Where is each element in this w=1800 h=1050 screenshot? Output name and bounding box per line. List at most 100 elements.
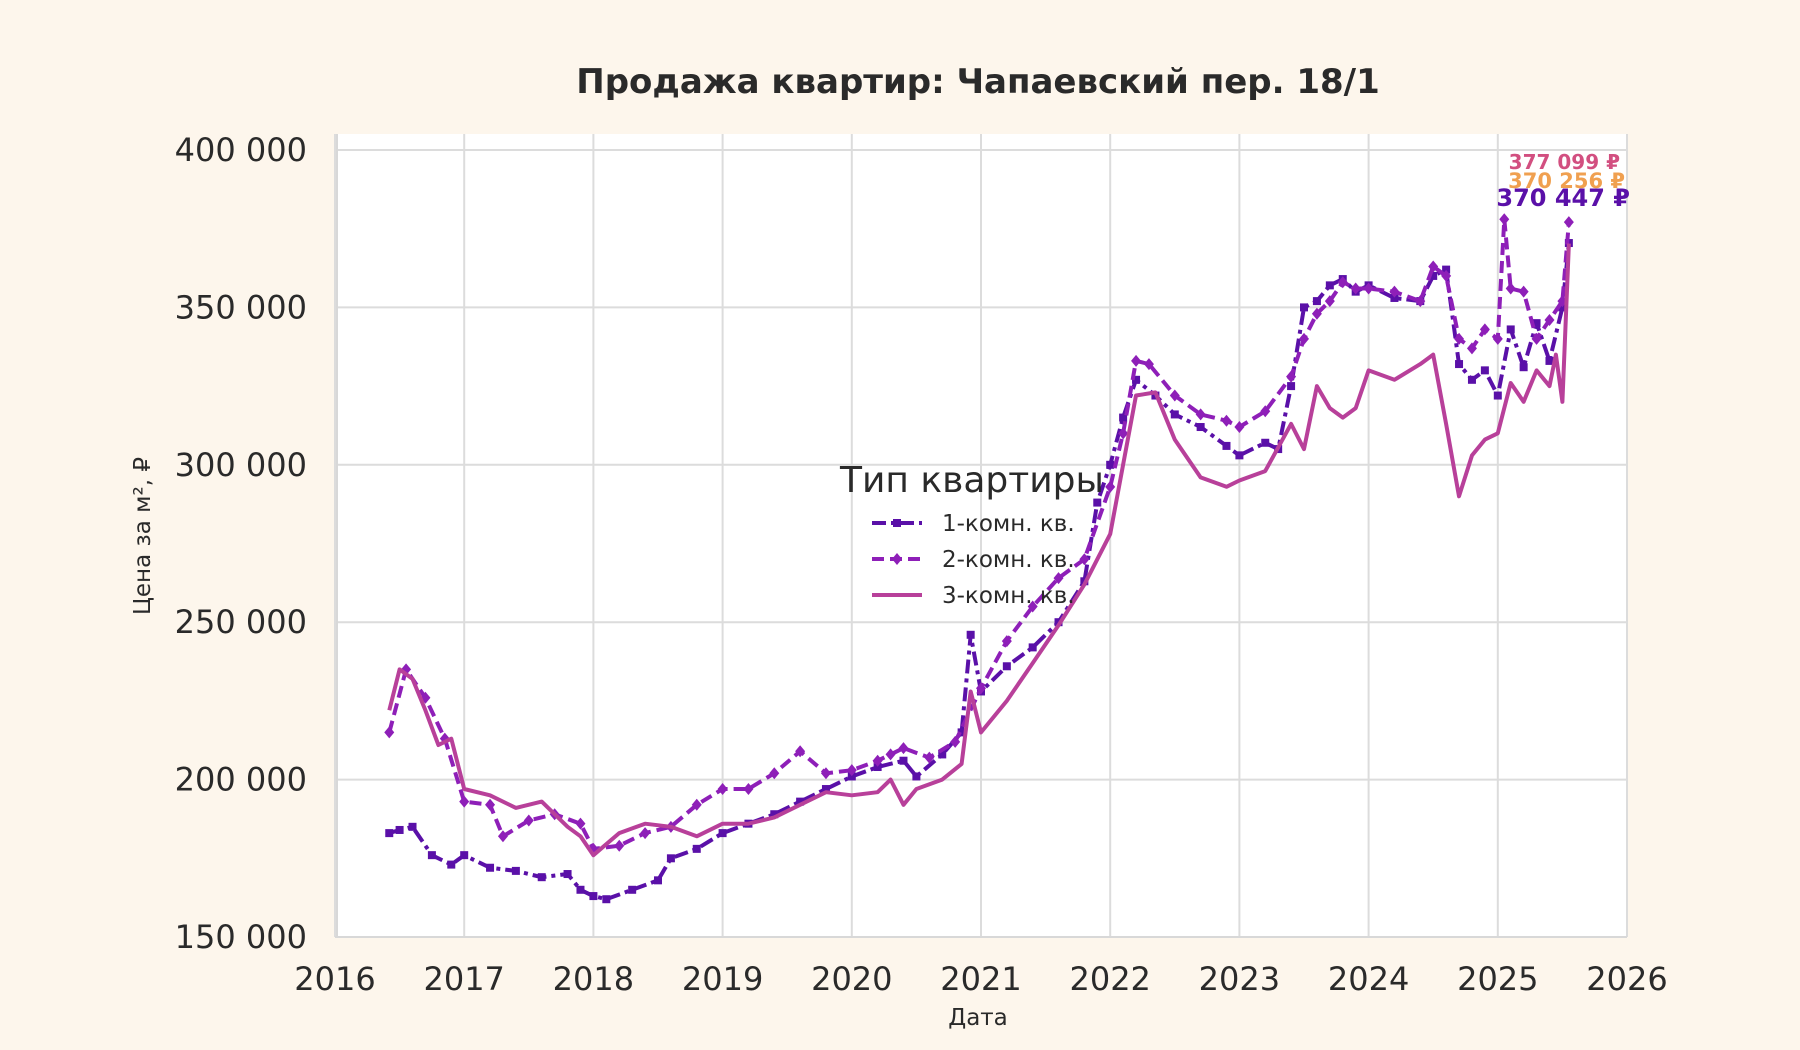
data-point: [1106, 460, 1115, 469]
end-value-label: 370 447 ₽: [1496, 184, 1630, 212]
data-point: [1454, 332, 1465, 345]
data-point: [640, 827, 651, 840]
data-point: [938, 750, 947, 759]
data-point: [1169, 389, 1180, 402]
data-point: [1480, 366, 1489, 375]
data-point: [1260, 405, 1271, 418]
data-point: [769, 767, 780, 780]
data-point: [385, 829, 394, 838]
data-point: [575, 817, 586, 830]
data-point: [1563, 216, 1574, 229]
data-point: [523, 814, 534, 827]
data-point: [1466, 342, 1477, 355]
data-point: [1027, 600, 1038, 613]
data-point: [1002, 662, 1011, 671]
x-tick-label: 2023: [1199, 960, 1280, 998]
y-tick-label: 250 000: [175, 603, 307, 641]
data-point: [408, 822, 417, 831]
data-point: [796, 797, 805, 806]
series-group: [384, 213, 1574, 904]
data-point: [1428, 260, 1439, 273]
data-point: [1312, 297, 1321, 306]
y-tick-label: 350 000: [175, 288, 307, 326]
data-point: [1325, 281, 1334, 290]
data-point: [718, 829, 727, 838]
data-point: [1286, 370, 1297, 383]
data-point: [1311, 307, 1322, 320]
data-point: [1363, 282, 1374, 295]
data-point: [1195, 408, 1206, 421]
data-point: [1531, 332, 1542, 345]
data-point: [885, 748, 896, 761]
legend-marker: [893, 519, 901, 527]
x-tick-label: 2017: [423, 960, 504, 998]
x-tick-label: 2021: [940, 960, 1021, 998]
legend-title: Тип квартиры: [839, 460, 1104, 501]
data-point: [1143, 358, 1154, 371]
data-point: [1441, 269, 1452, 282]
data-point: [1300, 303, 1308, 312]
data-point: [957, 728, 966, 737]
data-point: [460, 851, 469, 860]
data-point: [1429, 271, 1438, 280]
data-point: [691, 798, 702, 811]
data-point: [395, 825, 404, 834]
data-point: [1093, 498, 1102, 507]
x-axis-label: Дата: [948, 1005, 1008, 1031]
series-2: [384, 213, 1574, 855]
data-point: [899, 756, 908, 765]
data-point: [427, 851, 436, 860]
data-point: [1324, 295, 1335, 308]
data-point: [1389, 285, 1400, 298]
data-point: [486, 863, 495, 872]
data-point: [1499, 213, 1510, 226]
y-tick-label: 400 000: [175, 131, 307, 169]
legend-label: 3-комн. кв.: [942, 583, 1075, 609]
series-3: [387, 243, 1571, 858]
x-tick-label: 2016: [294, 960, 375, 998]
data-point: [1532, 319, 1541, 328]
data-point: [1105, 480, 1116, 493]
data-point: [576, 885, 585, 894]
legend-items: 1-комн. кв. 2-комн. кв. 3-комн. кв.: [872, 511, 1075, 609]
data-point: [1079, 553, 1090, 566]
data-point: [447, 860, 456, 869]
y-tick-label: 150 000: [175, 918, 307, 956]
data-point: [1493, 391, 1502, 400]
data-point: [1119, 413, 1128, 422]
data-point: [820, 767, 831, 780]
data-point: [628, 885, 637, 894]
data-point: [1118, 427, 1129, 440]
data-point: [485, 798, 496, 811]
data-point: [1131, 354, 1142, 367]
data-point: [1222, 441, 1231, 450]
x-tick-label: 2026: [1586, 960, 1667, 998]
data-point: [1390, 293, 1399, 302]
data-point: [666, 854, 675, 863]
data-point: [1545, 356, 1554, 365]
data-point: [1442, 265, 1451, 274]
data-point: [1479, 323, 1490, 336]
data-point: [770, 810, 779, 819]
x-tick-labels: 2016 2017 2018 2019 2020 2021 2022 2023 2024 2025…: [294, 960, 1667, 998]
data-point: [1170, 410, 1179, 419]
data-point: [717, 783, 728, 796]
data-point: [1544, 313, 1555, 326]
y-tick-labels: 150 000 200 000 250 000 300 000 350 000 400 0…: [175, 131, 307, 956]
end-value-label: 370 256 ₽: [1508, 169, 1625, 193]
legend-marker: [892, 553, 902, 565]
data-point: [1467, 375, 1476, 384]
legend: Тип квартиры 1-комн. кв. 2-комн. кв. 3-ком…: [839, 460, 1104, 609]
data-point: [1518, 285, 1529, 298]
data-point: [1299, 332, 1309, 345]
data-point: [872, 754, 883, 767]
data-point: [873, 763, 882, 772]
data-point: [1287, 382, 1296, 391]
data-point: [1519, 363, 1528, 372]
data-point: [1053, 572, 1064, 585]
data-point: [1337, 276, 1348, 289]
legend-label: 1-комн. кв.: [942, 511, 1075, 537]
x-tick-label: 2022: [1069, 960, 1150, 998]
data-point: [1455, 360, 1464, 369]
